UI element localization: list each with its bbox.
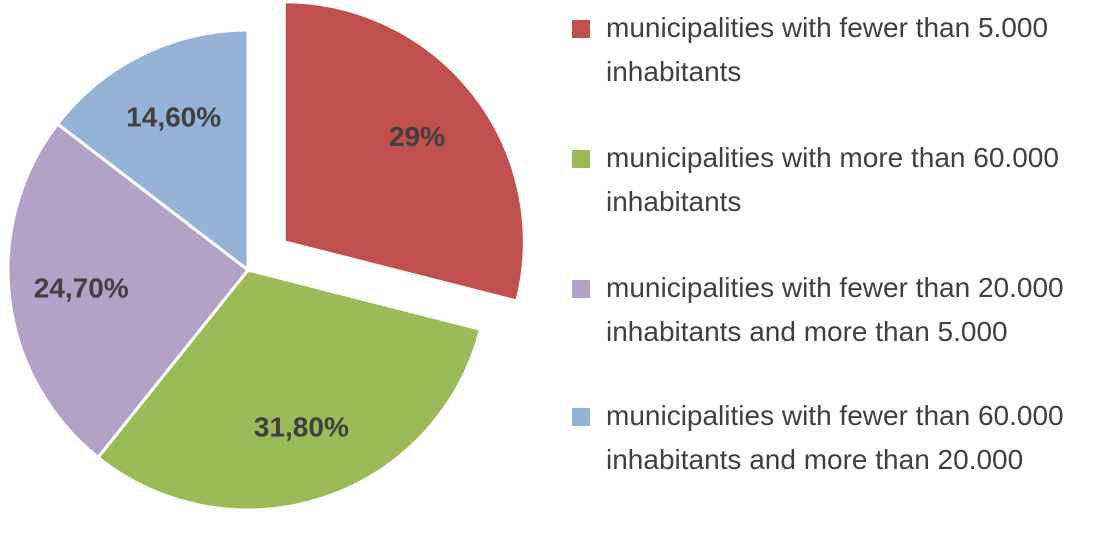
legend-swatch — [572, 20, 590, 38]
pie-slice — [95, 268, 483, 512]
legend-item: municipalities with fewer than 60.000 in… — [570, 394, 1118, 482]
legend-item: municipalities with fewer than 20.000 in… — [570, 266, 1118, 354]
pie-slice — [6, 121, 251, 460]
data-label: 29% — [389, 121, 445, 152]
data-label: 14,60% — [126, 102, 221, 133]
pie-slice — [55, 28, 250, 274]
legend-label: municipalities with fewer than 60.000 in… — [606, 400, 1064, 475]
chart: 29% 31,80% 24,70% 14,60% — [6, 0, 526, 512]
legend-label: municipalities with fewer than 5.000 inh… — [606, 12, 1049, 87]
legend-swatch — [572, 280, 590, 298]
legend-label: municipalities with more than 60.000 inh… — [606, 142, 1059, 217]
pie-slice — [282, 0, 526, 303]
data-label: 24,70% — [34, 273, 129, 304]
legend-label: municipalities with fewer than 20.000 in… — [606, 272, 1064, 347]
legend-swatch — [572, 150, 590, 168]
data-label: 31,80% — [254, 412, 349, 443]
legend-swatch — [572, 408, 590, 426]
legend-item: municipalities with fewer than 5.000 inh… — [570, 6, 1118, 94]
legend-item: municipalities with more than 60.000 inh… — [570, 136, 1118, 224]
